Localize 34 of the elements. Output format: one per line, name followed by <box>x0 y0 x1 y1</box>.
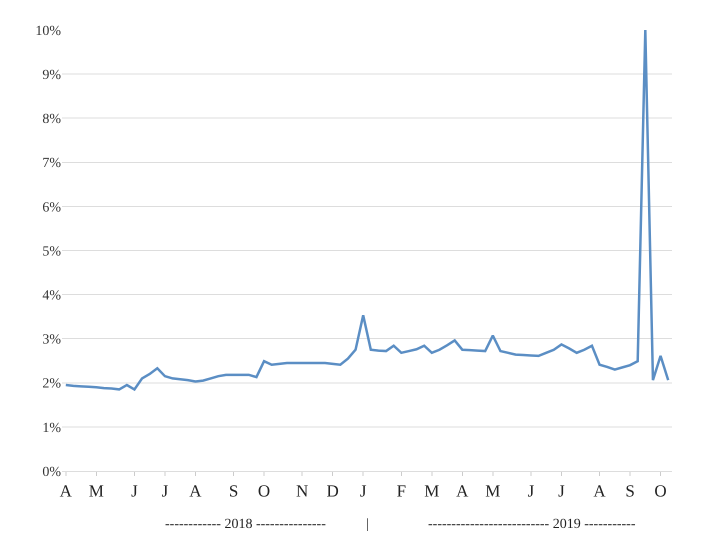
x-tick-label: O <box>654 481 667 500</box>
y-tick-label: 7% <box>42 156 62 172</box>
y-tick-label: 3% <box>42 332 62 348</box>
x-tick-label: A <box>60 481 73 500</box>
y-tick-label: 1% <box>42 420 62 436</box>
x-tick-label: A <box>593 481 606 500</box>
y-tick-label: 5% <box>42 244 62 260</box>
x-tick-label: N <box>296 481 308 500</box>
x-tick-label: J <box>162 481 169 500</box>
x-tick-label: S <box>228 481 238 500</box>
text: | <box>366 517 369 532</box>
y-tick-label: 2% <box>42 376 62 392</box>
x-tick-label: O <box>258 481 270 500</box>
x-tick-label: M <box>424 481 440 500</box>
x-tick-label: J <box>131 481 138 500</box>
x-tick-label: J <box>360 481 367 500</box>
x-tick-label: J <box>558 481 566 500</box>
y-tick-label: 6% <box>42 200 62 216</box>
text: ------------ 2018 --------------- <box>165 517 326 532</box>
y-tick-label: 4% <box>42 288 62 304</box>
x-tick-label: D <box>326 481 339 500</box>
x-tick-label: F <box>396 481 406 500</box>
text: -------------------------- 2019 ----------- <box>428 517 636 532</box>
y-tick-label: 10% <box>35 24 62 39</box>
x-tick-label: S <box>625 481 635 500</box>
x-tick-label: M <box>88 481 104 500</box>
x-tick-label: A <box>189 481 202 500</box>
y-tick-label: 9% <box>42 68 62 83</box>
x-tick-label: J <box>528 481 535 500</box>
x-tick-label: A <box>456 481 470 500</box>
line-series <box>64 30 670 391</box>
y-tick-label: 0% <box>42 464 62 480</box>
x-tick-label: M <box>485 481 500 500</box>
y-tick-label: 8% <box>42 112 62 128</box>
